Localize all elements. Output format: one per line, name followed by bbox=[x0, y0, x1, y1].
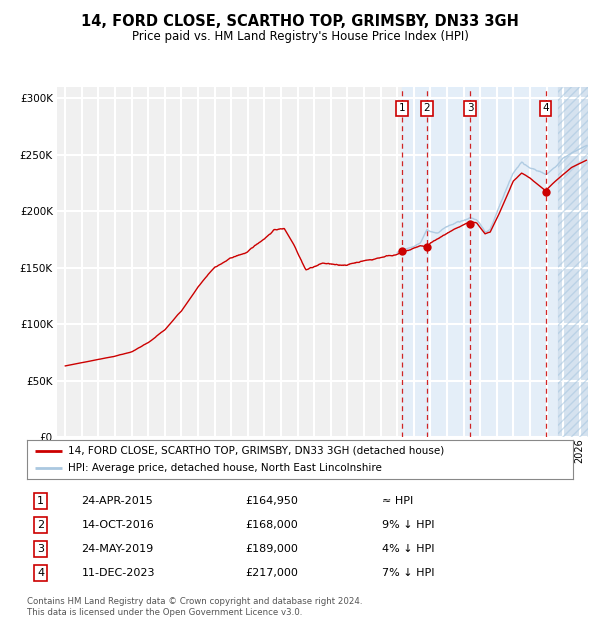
Text: 14-OCT-2016: 14-OCT-2016 bbox=[82, 520, 154, 530]
Bar bbox=[403, 87, 588, 437]
Bar bbox=[558, 87, 588, 437]
Text: ≈ HPI: ≈ HPI bbox=[382, 496, 413, 507]
Text: 2: 2 bbox=[37, 520, 44, 530]
Text: 1: 1 bbox=[399, 104, 406, 113]
Text: 24-MAY-2019: 24-MAY-2019 bbox=[82, 544, 154, 554]
Text: 24-APR-2015: 24-APR-2015 bbox=[82, 496, 154, 507]
Text: 2: 2 bbox=[424, 104, 430, 113]
Text: 1: 1 bbox=[37, 496, 44, 507]
Text: 7% ↓ HPI: 7% ↓ HPI bbox=[382, 568, 434, 578]
Text: 14, FORD CLOSE, SCARTHO TOP, GRIMSBY, DN33 3GH: 14, FORD CLOSE, SCARTHO TOP, GRIMSBY, DN… bbox=[81, 14, 519, 29]
Text: 3: 3 bbox=[467, 104, 473, 113]
Text: Contains HM Land Registry data © Crown copyright and database right 2024.
This d: Contains HM Land Registry data © Crown c… bbox=[27, 598, 362, 617]
Text: 4: 4 bbox=[542, 104, 549, 113]
Text: Price paid vs. HM Land Registry's House Price Index (HPI): Price paid vs. HM Land Registry's House … bbox=[131, 30, 469, 43]
Text: £168,000: £168,000 bbox=[245, 520, 298, 530]
Text: 4% ↓ HPI: 4% ↓ HPI bbox=[382, 544, 434, 554]
Text: 4: 4 bbox=[37, 568, 44, 578]
Text: £217,000: £217,000 bbox=[245, 568, 298, 578]
Text: HPI: Average price, detached house, North East Lincolnshire: HPI: Average price, detached house, Nort… bbox=[68, 463, 382, 473]
Text: 9% ↓ HPI: 9% ↓ HPI bbox=[382, 520, 434, 530]
Text: £189,000: £189,000 bbox=[245, 544, 298, 554]
Text: 3: 3 bbox=[37, 544, 44, 554]
Text: 14, FORD CLOSE, SCARTHO TOP, GRIMSBY, DN33 3GH (detached house): 14, FORD CLOSE, SCARTHO TOP, GRIMSBY, DN… bbox=[68, 446, 444, 456]
Bar bbox=[558, 87, 588, 437]
Text: £164,950: £164,950 bbox=[245, 496, 298, 507]
Text: 11-DEC-2023: 11-DEC-2023 bbox=[82, 568, 155, 578]
